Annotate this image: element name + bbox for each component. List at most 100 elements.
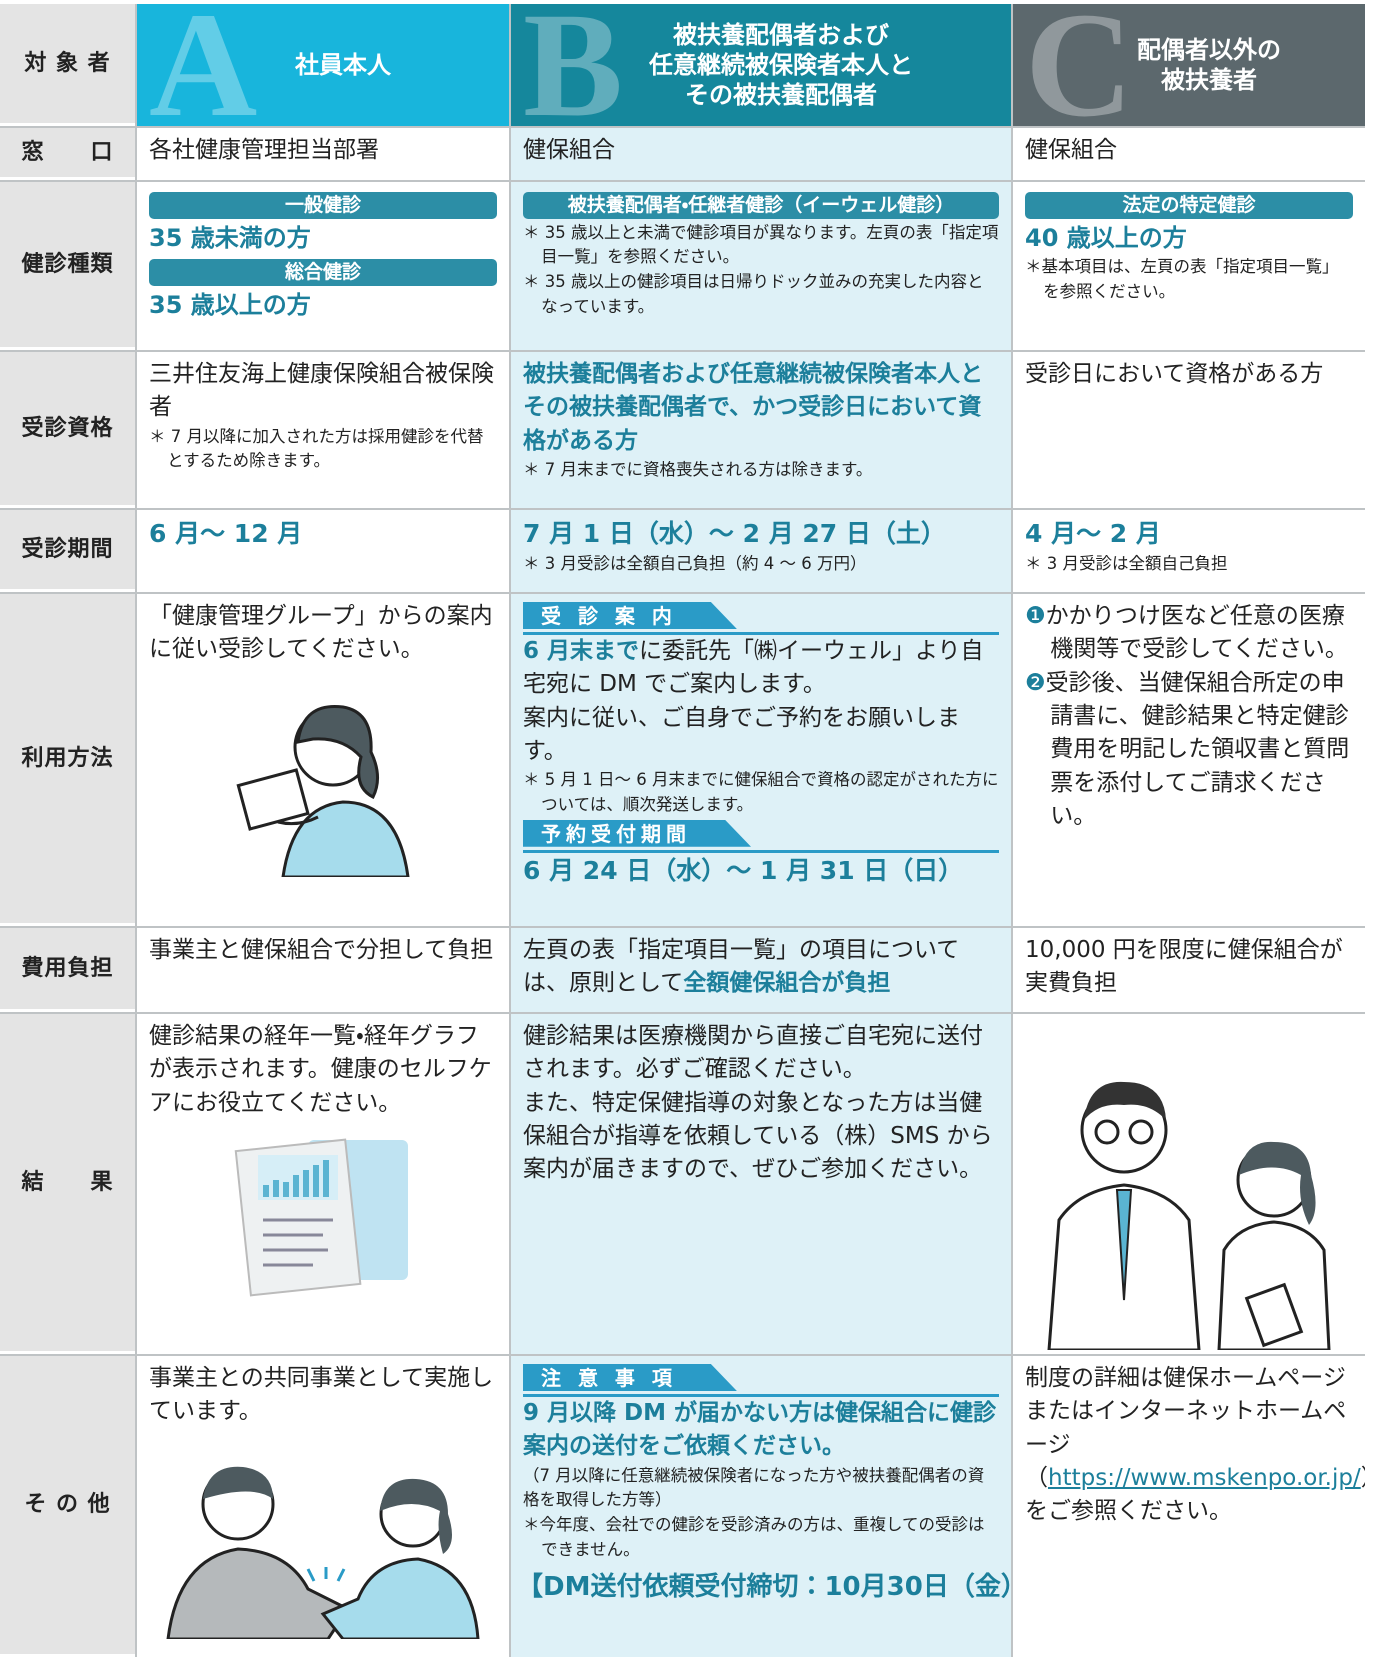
cell: 事業主との共同事業として実施しています。	[137, 1356, 509, 1657]
emphasis: 被扶養配偶者および任意継続被保険者本人とその被扶養配偶者で、かつ受診日において資…	[523, 361, 983, 454]
row-label: 利用方法	[0, 594, 135, 926]
row-label: 費用負担	[0, 928, 135, 1012]
tab-label: 注 意 事 項	[523, 1364, 737, 1391]
title-line: その被扶養配偶者	[685, 81, 877, 109]
column-title: 被扶養配偶者および 任意継続被保険者本人と その被扶養配偶者	[609, 20, 913, 110]
text: 健診結果の経年一覧・経年グラフが表示されます。健康のセルフケアにお役立てください…	[149, 1023, 492, 1116]
cell: 被扶養配偶者および任意継続被保険者本人とその被扶養配偶者で、かつ受診日において資…	[511, 352, 1011, 508]
row-label: 対 象 者	[0, 4, 135, 126]
cell	[1013, 1014, 1365, 1354]
text: 制度の詳細は健保ホームページまたはインターネットホームページ（	[1025, 1365, 1347, 1492]
tab-label: 受 診 案 内	[523, 602, 737, 629]
row-label: 健診種類	[0, 182, 135, 350]
text: 左頁の表「指定項目一覧」の項目については、原則として	[523, 937, 960, 997]
column-header: B 被扶養配偶者および 任意継続被保険者本人と その被扶養配偶者	[511, 4, 1011, 126]
tab-label: 予約受付期間	[523, 820, 751, 847]
target: 35 歳以上の方	[149, 290, 311, 319]
cell: 健診結果の経年一覧・経年グラフが表示されます。健康のセルフケアにお役立てください…	[137, 1014, 509, 1354]
deadline: 【DM送付依頼受付締切：10月30日（金）】	[517, 1571, 1011, 1602]
column-header: C 配偶者以外の 被扶養者	[1013, 4, 1365, 126]
text: 6 月末までに委託先「㈱イーウェル」より自宅宛に DM でご案内します。	[523, 635, 999, 702]
column-letter: A	[149, 4, 258, 126]
cell: 注 意 事 項 9 月以降 DM が届かない方は健保組合に健診案内の送付をご依頼…	[511, 1356, 1011, 1657]
illustration-woman-reading	[236, 704, 410, 877]
step-marker: ❷	[1025, 669, 1046, 696]
cell: 健保組合	[1013, 128, 1365, 180]
note: ＊ 7 月末までに資格喪失される方は除きます。	[523, 460, 873, 480]
row-label: そ の 他	[0, 1356, 135, 1657]
text: に委託先「㈱イーウェル」より自宅宛に DM でご案内します。	[523, 637, 984, 698]
column-letter: C	[1025, 4, 1134, 126]
title-line: 社員本人	[295, 51, 391, 79]
table: 対 象 者 A 社員本人 B 被扶養配偶者および 任意継続被保険者本人と その被…	[0, 4, 1365, 1657]
cell: 6 月～ 12 月	[137, 510, 509, 592]
row-label: 受診期間	[0, 510, 135, 592]
period: 6 月 24 日（水）～ 1 月 31 日（日）	[523, 855, 964, 885]
cell: 7 月 1 日（水）～ 2 月 27 日（土） ＊ 3 月受診は全額自己負担（約…	[511, 510, 1011, 592]
text: 健保組合	[523, 137, 615, 163]
illustration-report	[234, 1138, 408, 1297]
note: （7 月以降に任意継続被保険者になった方や被扶養配偶者の資格を取得した方等）	[523, 1465, 985, 1510]
step-marker: ❶	[1025, 603, 1046, 629]
badge: 一般健診	[149, 192, 497, 219]
text: 案内に従い、ご自身でご予約をお願いします。	[523, 704, 960, 764]
column-header: A 社員本人	[137, 4, 509, 126]
title-line: 任意継続被保険者本人と	[649, 51, 913, 79]
note: ＊基本項目は、左頁の表「指定項目一覧」を参照ください。	[1025, 257, 1339, 302]
step: ❶かかりつけ医など任意の医療機関等で受診してください。	[1025, 600, 1353, 667]
text: 受診日において資格がある方	[1025, 361, 1324, 387]
text: 事業主との共同事業として実施しています。	[149, 1365, 494, 1425]
cell: ❶かかりつけ医など任意の医療機関等で受診してください。 ❷受診後、当健保組合所定…	[1013, 594, 1365, 926]
text: 制度の詳細は健保ホームページまたはインターネットホームページ（https://w…	[1025, 1362, 1365, 1529]
cell: 左頁の表「指定項目一覧」の項目については、原則として全額健保組合が負担	[511, 928, 1011, 1012]
target: 40 歳以上の方	[1025, 223, 1187, 252]
cell: 健保組合	[511, 128, 1011, 180]
row-label: 受診資格	[0, 352, 135, 508]
text: 健保組合	[1025, 137, 1117, 163]
column-letter: B	[523, 4, 624, 126]
cell: 法定の特定健診 40 歳以上の方 ＊基本項目は、左頁の表「指定項目一覧」を参照く…	[1013, 182, 1365, 350]
cell: 三井住友海上健康保険組合被保険者 ＊ 7 月以降に加入された方は採用健診を代替と…	[137, 352, 509, 508]
cell: 4 月～ 2 月 ＊ 3 月受診は全額自己負担	[1013, 510, 1365, 592]
illustration-doctor-nurse	[1047, 1081, 1331, 1350]
cell: 受診日において資格がある方	[1013, 352, 1365, 508]
section-tab: 予約受付期間	[523, 820, 999, 853]
cell: 10,000 円を限度に健保組合が実費負担	[1013, 928, 1365, 1012]
text: 事業主と健保組合で分担して負担	[149, 937, 494, 963]
note: ＊ 35 歳以上と未満で健診項目が異なります。左頁の表「指定項目一覧」を参照くだ…	[523, 222, 999, 267]
title-line: 被扶養配偶者および	[673, 21, 889, 49]
note: ＊ 5 月 1 日～ 6 月末までに健保組合で資格の認定がされた方については、順…	[523, 770, 999, 815]
badge: 法定の特定健診	[1025, 192, 1353, 219]
cell: 受 診 案 内 6 月末までに委託先「㈱イーウェル」より自宅宛に DM でご案内…	[511, 594, 1011, 926]
note: ＊ 3 月受診は全額自己負担（約 4 ～ 6 万円）	[523, 554, 867, 574]
badge: 被扶養配偶者・任継者健診（イーウェル健診）	[523, 192, 999, 219]
step-text: かかりつけ医など任意の医療機関等で受診してください。	[1045, 603, 1348, 663]
cell: 「健康管理グループ」からの案内に従い受診してください。	[137, 594, 509, 926]
column-title: 社員本人	[255, 50, 391, 80]
link[interactable]: https://www.mskenpo.or.jp/	[1048, 1465, 1361, 1492]
text: ）をご参照ください。	[1025, 1465, 1365, 1525]
cell: 被扶養配偶者・任継者健診（イーウェル健診） ＊ 35 歳以上と未満で健診項目が異…	[511, 182, 1011, 350]
section-tab: 受 診 案 内	[523, 602, 999, 635]
period: 7 月 1 日（水）～ 2 月 27 日（土）	[523, 519, 946, 548]
cell: 事業主と健保組合で分担して負担	[137, 928, 509, 1012]
target: 35 歳未満の方	[149, 223, 311, 252]
note: ＊ 7 月以降に加入された方は採用健診を代替とするため除きます。	[149, 426, 484, 471]
text: 三井住友海上健康保険組合被保険者	[149, 361, 494, 421]
illustration-handshake	[166, 1466, 480, 1639]
row-label: 窓 口	[0, 128, 135, 180]
text: 10,000 円を限度に健保組合が実費負担	[1025, 937, 1343, 997]
cell: 健診結果は医療機関から直接ご自宅宛に送付されます。必ずご確認ください。 また、特…	[511, 1014, 1011, 1354]
emphasis: 6 月末まで	[523, 637, 640, 664]
column-title: 配偶者以外の 被扶養者	[1097, 35, 1281, 95]
note: ＊今年度、会社での健診を受診済みの方は、重複しての受診はできません。	[523, 1515, 985, 1559]
paragraph: また、特定保健指導の対象となった方は当健保組合が指導を依頼している（株）SMS …	[523, 1089, 993, 1183]
title-line: 配偶者以外の	[1137, 36, 1281, 64]
step-text: 受診後、当健保組合所定の申請書に、健診結果と特定健診費用を明記した領収書と質問票…	[1045, 669, 1350, 830]
text: 左頁の表「指定項目一覧」の項目については、原則として全額健保組合が負担	[523, 934, 999, 1001]
text: 各社健康管理担当部署	[149, 137, 379, 163]
cell: 制度の詳細は健保ホームページまたはインターネットホームページ（https://w…	[1013, 1356, 1365, 1657]
title-line: 被扶養者	[1161, 66, 1257, 94]
